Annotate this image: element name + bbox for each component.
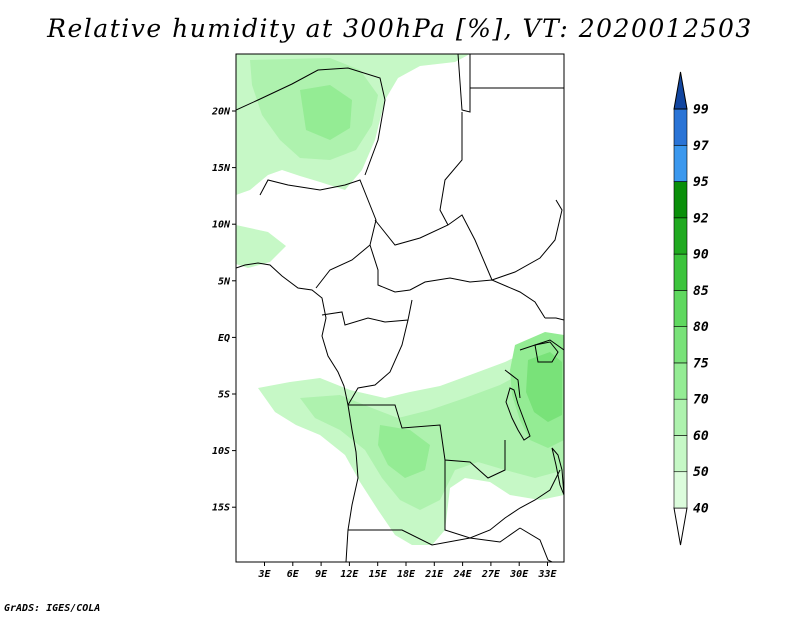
border-nigeria [259,179,377,289]
lon-tick-label: 6E [287,569,300,580]
colorbar-label: 92 [693,211,709,226]
colorbar-segment [673,290,688,327]
lat-tick-label: 15N [212,163,231,174]
colorbar-label: 90 [693,248,709,263]
longitude-axis: 3E 6E 9E 12E 15E 18E 21E 24E 27E 30E 33E [257,562,558,580]
coastline [236,262,359,562]
border-zambia [444,460,561,539]
colorbar-label: 97 [693,139,709,154]
humidity-area-zambia [378,425,430,478]
lat-tick-label: EQ [218,333,230,344]
colorbar-label: 95 [693,175,709,190]
map-frame [235,53,565,563]
border-libya-egypt [457,54,471,113]
colorbar-label: 75 [693,356,709,371]
lat-tick-label: 5S [218,390,230,401]
colorbar-segment [673,253,688,291]
colorbar-segment [673,108,688,146]
map-title: Relative humidity at 300hPa [%], VT: 202… [47,14,753,43]
colorbar-label: 99 [693,103,709,118]
colorbar-segment [673,435,688,473]
humidity-area-angola-core [300,360,564,510]
colorbar-label: 50 [693,465,709,480]
border-car-south [369,244,546,319]
lon-tick-label: 3E [257,569,271,580]
colorbar-segment [673,181,688,219]
border-zimbabwe [519,527,553,562]
lon-tick-label: 18E [397,569,416,580]
lon-tick-label: 27E [481,569,501,580]
border-east-africa [504,317,564,399]
lon-tick-label: 30E [509,569,529,580]
lon-tick-label: 21E [424,569,444,580]
border-niger-chad [236,67,386,176]
colorbar-upper-triangle [673,71,688,110]
lat-tick-label: 5N [218,276,231,287]
lon-tick-label: 12E [340,569,359,580]
lake-malawi [551,447,564,496]
colorbar-segment [673,398,688,436]
colorbar-label: 80 [693,320,709,335]
colorbar-label: 70 [693,393,709,408]
border-south-sudan [491,199,563,281]
humidity-area-lakes-core [526,352,562,422]
lat-tick-label: 15S [212,503,230,514]
humidity-shading [236,54,564,545]
border-chad-car [374,214,493,281]
colorbar-label: 85 [693,284,709,299]
colorbar-segment [673,217,688,255]
lat-tick-label: 10N [212,220,231,231]
lon-tick-label: 15E [369,569,388,580]
lake-victoria [534,341,559,363]
colorbar-label: 40 [693,502,709,517]
border-congo-gabon [321,299,413,326]
lon-tick-label: 24E [453,569,473,580]
colorbar-label: 60 [693,429,709,444]
lon-tick-label: 33E [537,569,557,580]
lat-tick-label: 20N [211,107,231,118]
lake-tanganyika [505,387,531,441]
lon-tick-label: 9E [315,569,328,580]
humidity-area-sahara-spot [300,85,352,140]
colorbar: 40 50 60 70 75 80 85 90 92 95 97 99 [673,71,709,546]
border-drc-west [347,319,409,406]
colorbar-segment [673,144,688,182]
colorbar-segment [673,326,688,364]
grads-credit: GrADS: IGES/COLA [4,603,101,614]
lat-tick-label: 10S [212,446,230,457]
border-sudan-west [439,112,463,226]
political-boundaries [236,54,564,562]
border-namibia [348,527,521,546]
humidity-area-gulf [236,225,286,268]
colorbar-segment [673,471,688,509]
colorbar-segment [673,362,688,400]
colorbar-lower-triangle [673,507,688,546]
latitude-axis: 20N 15N 10N 5N EQ 5S 10S 15S [211,107,236,514]
